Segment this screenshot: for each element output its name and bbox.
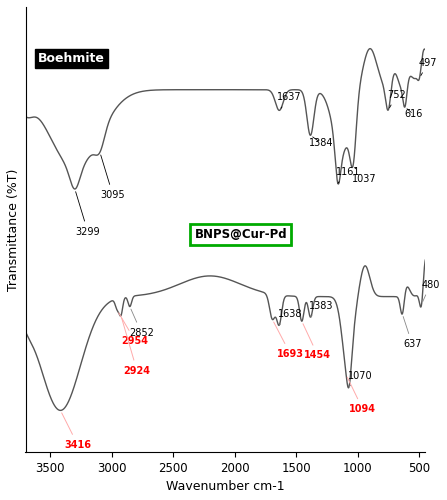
Text: 2924: 2924: [122, 318, 151, 376]
Text: 3416: 3416: [62, 413, 91, 450]
Text: 1037: 1037: [352, 168, 376, 184]
Text: 497: 497: [419, 58, 438, 76]
Text: BNPS@Cur-Pd: BNPS@Cur-Pd: [194, 228, 287, 241]
Text: 1693: 1693: [274, 322, 304, 359]
Text: 3095: 3095: [101, 155, 125, 200]
Text: 1094: 1094: [347, 378, 376, 414]
Text: 1384: 1384: [308, 137, 333, 147]
Text: 1638: 1638: [278, 309, 303, 326]
Text: 480: 480: [421, 280, 439, 301]
Text: 637: 637: [403, 316, 422, 349]
Text: 3299: 3299: [76, 192, 100, 236]
Text: 616: 616: [404, 109, 423, 120]
Text: 2852: 2852: [129, 309, 154, 338]
Text: 1070: 1070: [348, 370, 372, 387]
Y-axis label: Transmittance (%T): Transmittance (%T): [7, 168, 20, 290]
Text: 1454: 1454: [303, 324, 331, 360]
Text: Boehmite: Boehmite: [38, 52, 105, 65]
Text: 752: 752: [388, 90, 406, 108]
X-axis label: Wavenumber cm-1: Wavenumber cm-1: [166, 480, 285, 493]
Text: 1383: 1383: [309, 301, 334, 317]
Text: 1637: 1637: [278, 92, 302, 108]
Text: 2954: 2954: [119, 313, 148, 346]
Text: 1161: 1161: [336, 167, 361, 184]
